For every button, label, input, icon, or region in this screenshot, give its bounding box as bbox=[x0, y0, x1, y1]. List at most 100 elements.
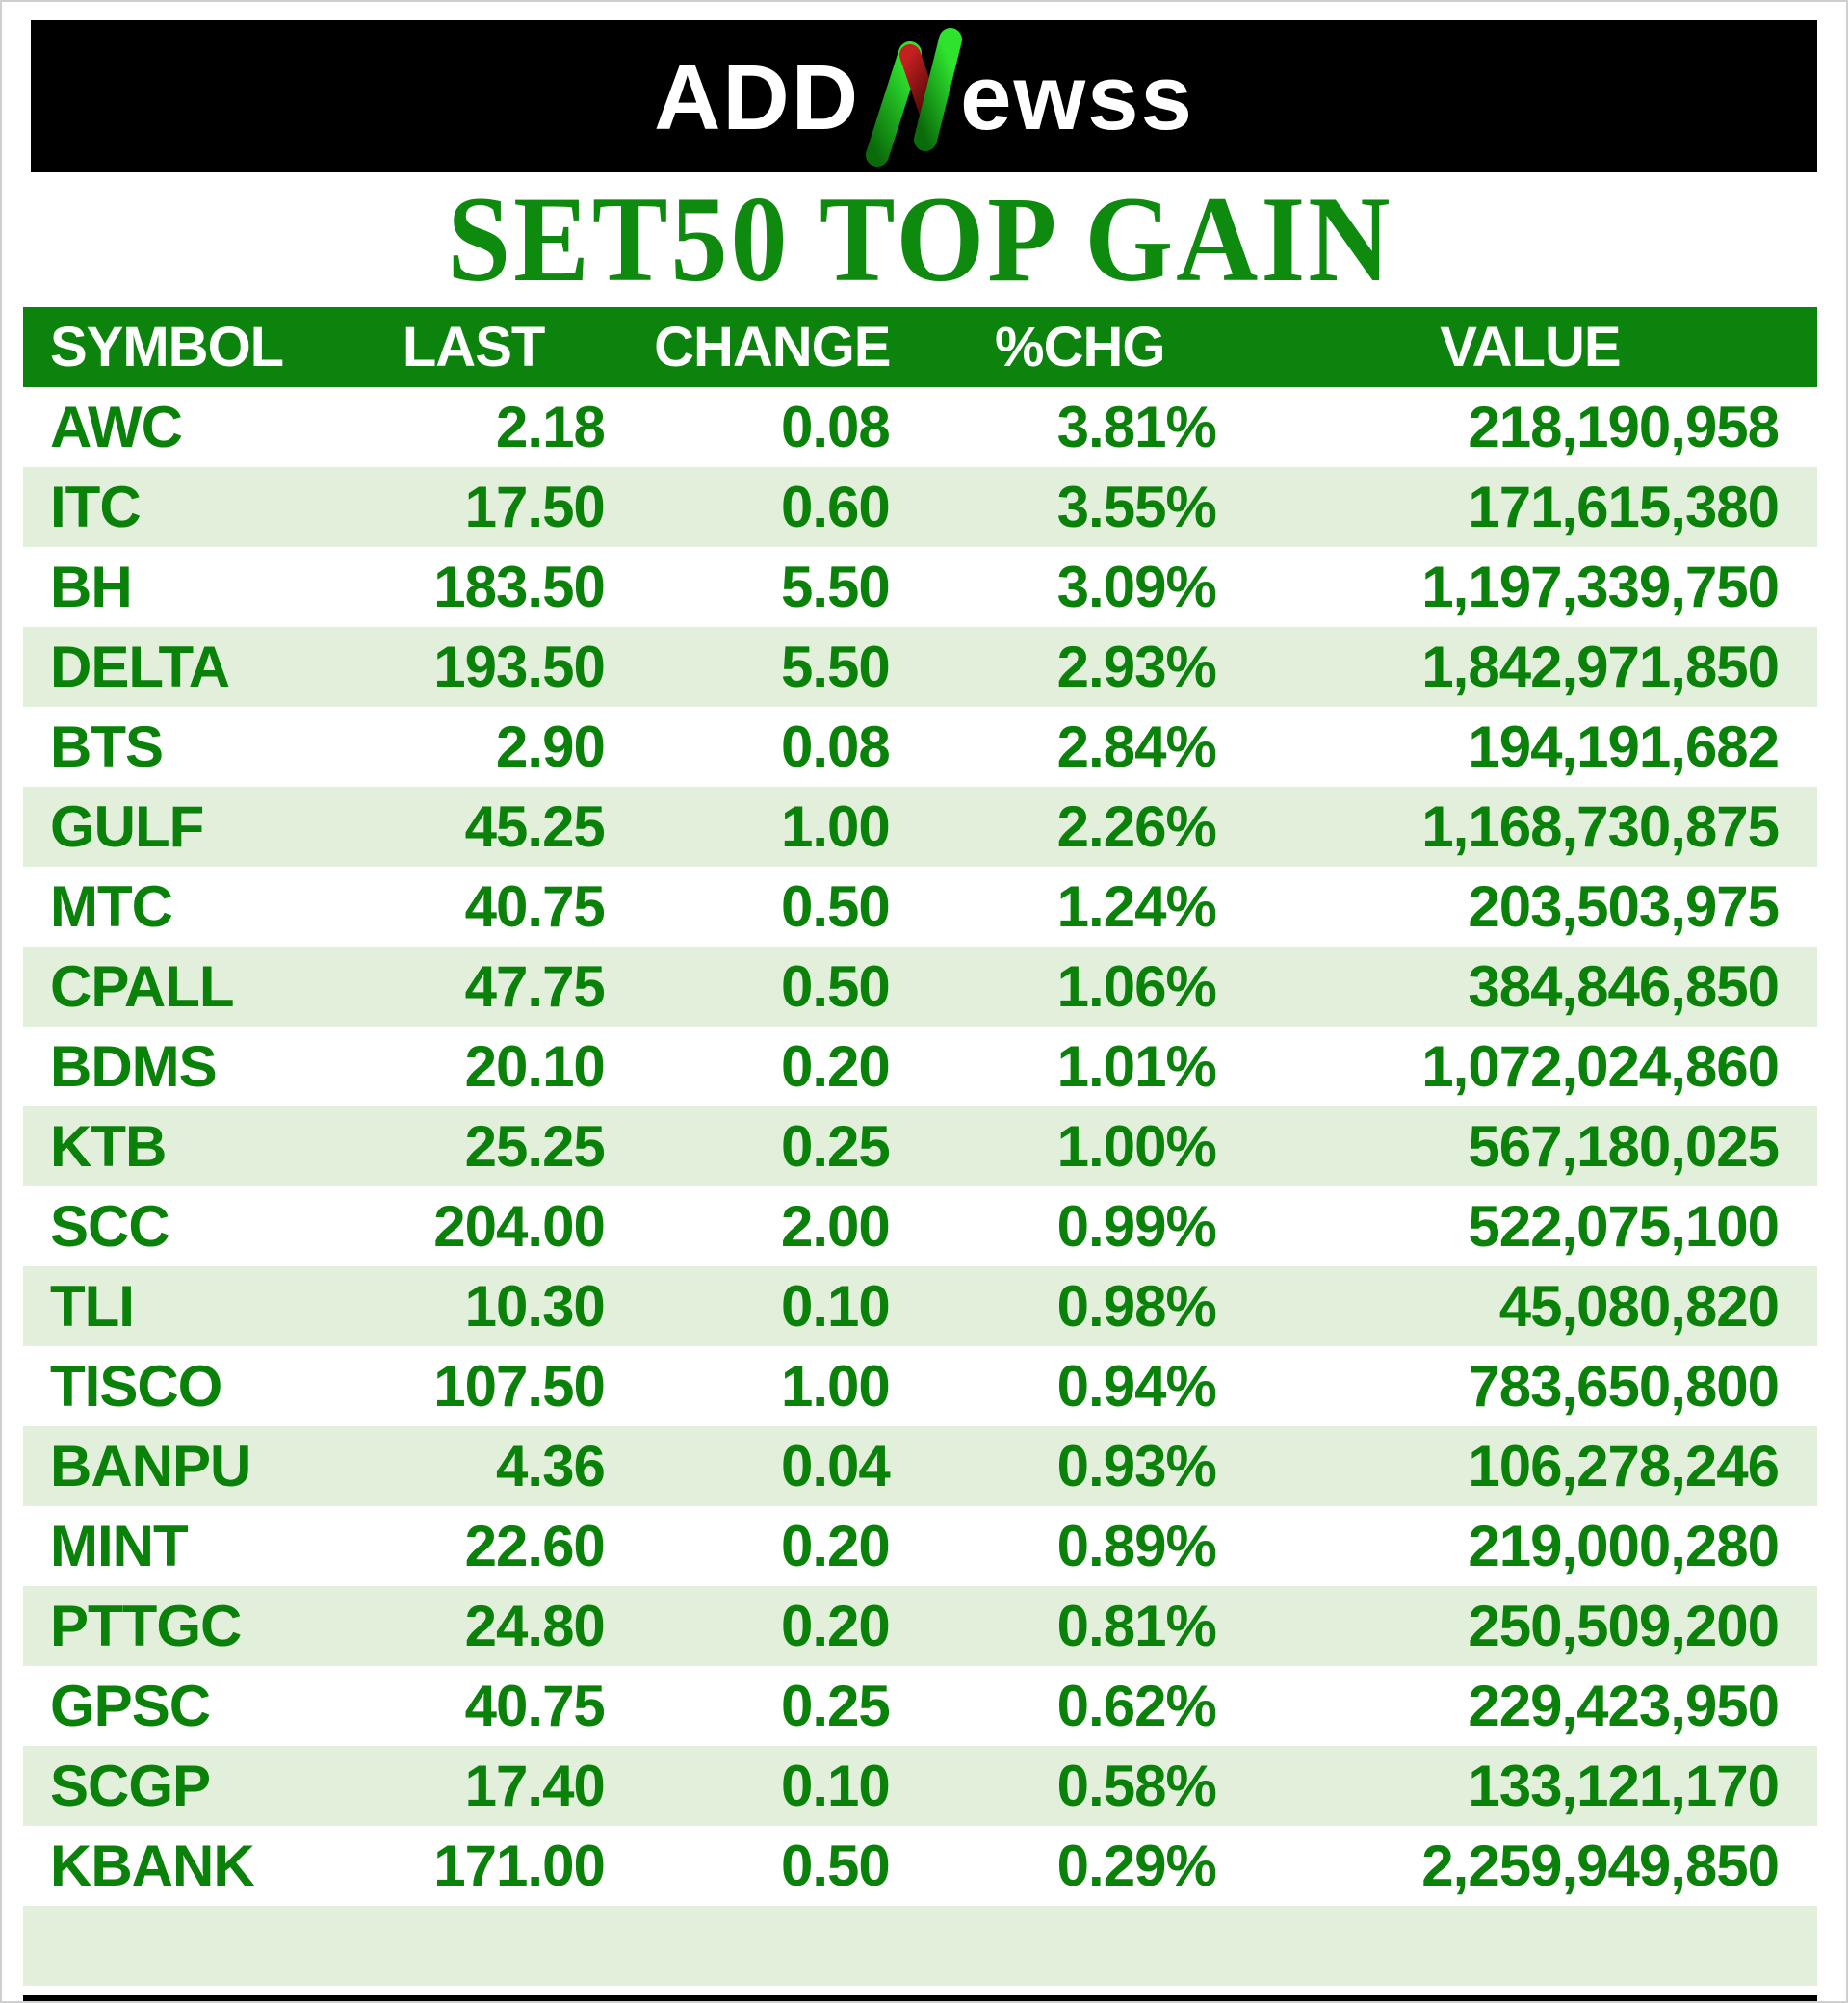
cell-value: 1,842,971,850 bbox=[1421, 635, 1780, 699]
cell-last: 2.90 bbox=[496, 715, 606, 779]
cell-value: 1,072,024,860 bbox=[1421, 1034, 1780, 1099]
table-row: AWC 2.18 0.08 3.81% 218,190,958 bbox=[23, 387, 1817, 467]
cell-value: 219,000,280 bbox=[1468, 1514, 1780, 1578]
cell-pctchg: 2.84% bbox=[1056, 715, 1217, 779]
table-row: BDMS 20.10 0.20 1.01% 1,072,024,860 bbox=[23, 1027, 1817, 1106]
cell-last: 40.75 bbox=[464, 874, 606, 939]
top-gain-table: SYMBOL LAST CHANGE %CHG VALUE AWC 2.18 0.0… bbox=[23, 307, 1817, 1986]
table-row: KTB 25.25 0.25 1.00% 567,180,025 bbox=[23, 1106, 1817, 1186]
table-row: KBANK 171.00 0.50 0.29% 2,259,949,850 bbox=[23, 1826, 1817, 1906]
cell-pctchg: 2.26% bbox=[1056, 794, 1217, 859]
table-row: GULF 45.25 1.00 2.26% 1,168,730,875 bbox=[23, 787, 1817, 867]
cell-symbol: TLI bbox=[50, 1274, 135, 1339]
logo-text-right: ewss bbox=[960, 46, 1194, 149]
cell-change: 0.04 bbox=[780, 1434, 891, 1498]
cell-change: 0.20 bbox=[780, 1034, 891, 1099]
column-header-change: CHANGE bbox=[627, 307, 917, 387]
empty-row bbox=[23, 1906, 1817, 1986]
cell-value: 1,197,339,750 bbox=[1421, 555, 1780, 619]
cell-symbol: GPSC bbox=[50, 1674, 211, 1738]
table-row: TLI 10.30 0.10 0.98% 45,080,820 bbox=[23, 1266, 1817, 1346]
cell-pctchg: 3.55% bbox=[1056, 475, 1217, 539]
cell-pctchg: 1.06% bbox=[1056, 954, 1217, 1019]
cell-last: 183.50 bbox=[433, 555, 606, 619]
cell-change: 0.10 bbox=[780, 1754, 891, 1818]
cell-change: 0.20 bbox=[780, 1514, 891, 1578]
page-title: SET50 TOP GAIN bbox=[447, 170, 1393, 308]
cell-pctchg: 0.29% bbox=[1056, 1834, 1217, 1898]
cell-value: 783,650,800 bbox=[1468, 1354, 1780, 1418]
cell-change: 0.50 bbox=[780, 874, 891, 939]
cell-pctchg: 1.24% bbox=[1056, 874, 1217, 939]
cell-pctchg: 0.93% bbox=[1056, 1434, 1217, 1498]
cell-value: 229,423,950 bbox=[1468, 1674, 1780, 1738]
table-header-row: SYMBOL LAST CHANGE %CHG VALUE bbox=[23, 307, 1817, 387]
cell-pctchg: 0.99% bbox=[1056, 1194, 1217, 1259]
cell-value: 133,121,170 bbox=[1468, 1754, 1780, 1818]
logo-banner: ADD bbox=[31, 20, 1817, 172]
cell-pctchg: 3.81% bbox=[1056, 395, 1217, 459]
cell-change: 1.00 bbox=[780, 1354, 891, 1418]
cell-last: 17.40 bbox=[464, 1754, 606, 1818]
cell-symbol: TISCO bbox=[50, 1354, 222, 1418]
cell-value: 567,180,025 bbox=[1468, 1114, 1780, 1179]
cell-symbol: KBANK bbox=[50, 1834, 255, 1898]
cell-change: 0.08 bbox=[780, 395, 891, 459]
cell-pctchg: 0.81% bbox=[1056, 1594, 1217, 1658]
cell-pctchg: 0.89% bbox=[1056, 1514, 1217, 1578]
cell-last: 171.00 bbox=[433, 1834, 606, 1898]
cell-change: 0.20 bbox=[780, 1594, 891, 1658]
table-row: BH 183.50 5.50 3.09% 1,197,339,750 bbox=[23, 547, 1817, 627]
cell-symbol: BTS bbox=[50, 715, 164, 779]
cell-symbol: KTB bbox=[50, 1114, 167, 1179]
table-row: DELTA 193.50 5.50 2.93% 1,842,971,850 bbox=[23, 627, 1817, 707]
cell-pctchg: 2.93% bbox=[1056, 635, 1217, 699]
cell-last: 45.25 bbox=[464, 794, 606, 859]
cell-last: 47.75 bbox=[464, 954, 606, 1019]
cell-symbol: DELTA bbox=[50, 635, 230, 699]
table-row: BANPU 4.36 0.04 0.93% 106,278,246 bbox=[23, 1426, 1817, 1506]
table-row: ITC 17.50 0.60 3.55% 171,615,380 bbox=[23, 467, 1817, 547]
table-row: SCGP 17.40 0.10 0.58% 133,121,170 bbox=[23, 1746, 1817, 1826]
logo-text-left: ADD bbox=[654, 46, 861, 149]
cell-symbol: SCC bbox=[50, 1194, 170, 1259]
cell-value: 203,503,975 bbox=[1468, 874, 1780, 939]
cell-value: 194,191,682 bbox=[1468, 715, 1780, 779]
cell-symbol: MINT bbox=[50, 1514, 189, 1578]
cell-change: 0.50 bbox=[780, 954, 891, 1019]
table-row: PTTGC 24.80 0.20 0.81% 250,509,200 bbox=[23, 1586, 1817, 1666]
table-body: AWC 2.18 0.08 3.81% 218,190,958 ITC 17.50 0.60 3… bbox=[23, 387, 1817, 1986]
cell-last: 193.50 bbox=[433, 635, 606, 699]
table-row: CPALL 47.75 0.50 1.06% 384,846,850 bbox=[23, 947, 1817, 1027]
cell-last: 10.30 bbox=[464, 1274, 606, 1339]
cell-change: 1.00 bbox=[780, 794, 891, 859]
cell-pctchg: 3.09% bbox=[1056, 555, 1217, 619]
cell-last: 107.50 bbox=[433, 1354, 606, 1418]
cell-last: 22.60 bbox=[464, 1514, 606, 1578]
addnewss-logo: ADD bbox=[654, 24, 1194, 169]
cell-symbol: AWC bbox=[50, 395, 183, 459]
cell-change: 0.60 bbox=[780, 475, 891, 539]
cell-value: 250,509,200 bbox=[1468, 1594, 1780, 1658]
cell-change: 0.08 bbox=[780, 715, 891, 779]
cell-symbol: SCGP bbox=[50, 1754, 211, 1818]
cell-last: 25.25 bbox=[464, 1114, 606, 1179]
table-row: MINT 22.60 0.20 0.89% 219,000,280 bbox=[23, 1506, 1817, 1586]
cell-last: 204.00 bbox=[433, 1194, 606, 1259]
bottom-divider bbox=[23, 1995, 1817, 2001]
cell-pctchg: 0.94% bbox=[1056, 1354, 1217, 1418]
table-row: BTS 2.90 0.08 2.84% 194,191,682 bbox=[23, 707, 1817, 787]
cell-symbol: ITC bbox=[50, 475, 142, 539]
cell-last: 40.75 bbox=[464, 1674, 606, 1738]
cell-symbol: CPALL bbox=[50, 954, 235, 1019]
cell-change: 0.25 bbox=[780, 1114, 891, 1179]
cell-pctchg: 1.00% bbox=[1056, 1114, 1217, 1179]
cell-symbol: GULF bbox=[50, 794, 204, 859]
cell-change: 5.50 bbox=[780, 635, 891, 699]
cell-change: 2.00 bbox=[780, 1194, 891, 1259]
table-row: GPSC 40.75 0.25 0.62% 229,423,950 bbox=[23, 1666, 1817, 1746]
column-header-symbol: SYMBOL bbox=[23, 307, 320, 387]
cell-last: 20.10 bbox=[464, 1034, 606, 1099]
cell-last: 2.18 bbox=[496, 395, 606, 459]
